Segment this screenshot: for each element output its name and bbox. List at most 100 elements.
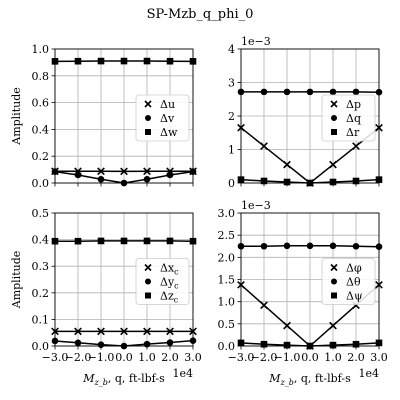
legend-marker [331,292,337,299]
data-point [97,327,105,336]
y-scale-label: 1e−3 [241,199,271,212]
x-tick-label: −2.0 [65,351,92,364]
data-point [166,327,174,336]
x-tick-label: −3.0 [228,351,255,364]
data-point [97,167,105,176]
y-tick-label: 0.4 [32,123,50,136]
legend-marker [331,278,337,285]
data-point [352,88,360,96]
y-tick-label: 0.0 [218,340,236,353]
y-tick-label: 4 [228,43,235,56]
legend-label: Δw [160,126,178,139]
data-point [352,340,360,348]
data-point [283,341,291,349]
data-point [166,57,174,65]
data-point [283,242,291,250]
x-tick-label: 2.0 [347,351,365,364]
data-point [143,167,151,176]
legend-label: Δzc [160,290,179,305]
data-point [74,237,82,245]
x-tick-label: 0.0 [115,351,133,364]
x-tick-label: 3.0 [184,351,202,364]
data-point [143,237,151,245]
x-tick-label: 2.0 [161,351,179,364]
y-tick-label: 0.4 [32,234,50,247]
y-tick-label: 2 [228,110,235,123]
data-point [97,175,105,183]
data-point [260,301,268,310]
y-axis-label: Amplitude [10,251,23,310]
chart-panel-bottom-left: 0.00.10.20.30.40.5−3.0−2.0−1.0 0.0 1.0 2.0 3… [10,207,202,387]
data-point [260,340,268,348]
legend-marker [331,129,337,135]
data-point [260,242,268,250]
data-point [74,171,82,179]
data-point [283,160,291,169]
data-point [329,178,337,186]
data-point [166,339,174,346]
x-tick-label: −1.0 [88,351,115,364]
y-tick-label: 3 [228,77,235,90]
y-tick-label: 0.5 [218,318,236,331]
legend-label: Δφ [346,262,362,275]
legend-label: Δv [160,112,175,125]
data-point [260,88,268,96]
data-point [352,177,360,185]
data-point [306,242,314,250]
data-point [329,341,337,349]
y-tick-label: 2.5 [218,229,236,242]
data-point [74,339,82,347]
y-tick-label: 1.5 [218,274,236,287]
data-point [97,237,105,245]
x-tick-label: −3.0 [42,351,69,364]
data-point [166,237,174,245]
x-scale-label: 1e4 [172,367,193,380]
chart-panel-bottom-right: 0.00.51.01.52.02.53.0−3.0−2.0−1.0 0.0 1.0 2… [218,199,388,387]
legend-label: Δq [346,112,361,125]
legend-label: Δu [160,98,175,111]
y-tick-label: 0.2 [32,150,50,163]
legend-label: Δyc [160,276,179,291]
data-point [120,237,128,245]
y-tick-label: 0.2 [32,287,50,300]
x-tick-label: 3.0 [370,351,388,364]
data-point [166,171,174,179]
y-tick-label: 0.1 [32,313,50,326]
legend-label: Δxc [160,262,179,277]
y-tick-label: 0.0 [32,177,50,190]
y-tick-label: 2.0 [218,251,236,264]
y-tick-label: 0.0 [32,340,50,353]
legend-marker [144,100,152,108]
legend-marker [145,115,151,121]
legend-marker [330,100,338,108]
y-tick-label: 0.3 [32,260,50,273]
legend-label: Δr [346,126,360,139]
data-point [120,57,128,65]
x-tick-label: −2.0 [251,351,278,364]
data-point [143,57,151,65]
data-point [120,167,128,176]
x-axis-label: Mz_b, q, ft-lbf-s [82,372,165,387]
legend-label: Δp [346,98,361,111]
data-point [352,142,360,151]
x-tick-label: 1.0 [324,351,342,364]
y-tick-label: 1 [228,144,235,157]
legend-label: Δψ [346,290,363,303]
data-point [329,160,337,169]
data-point [329,242,337,250]
y-tick-label: 0 [228,177,235,190]
x-tick-label: −1.0 [274,351,301,364]
legend-marker [144,263,152,272]
data-point [283,88,291,96]
data-point [97,57,105,65]
data-point [283,178,291,186]
x-tick-label: 0.0 [301,351,319,364]
data-point [283,321,291,330]
data-point [120,327,128,336]
legend-marker [145,129,151,135]
data-point [143,327,151,336]
figure-title: SP-Mzb_q_phi_0 [147,7,254,22]
